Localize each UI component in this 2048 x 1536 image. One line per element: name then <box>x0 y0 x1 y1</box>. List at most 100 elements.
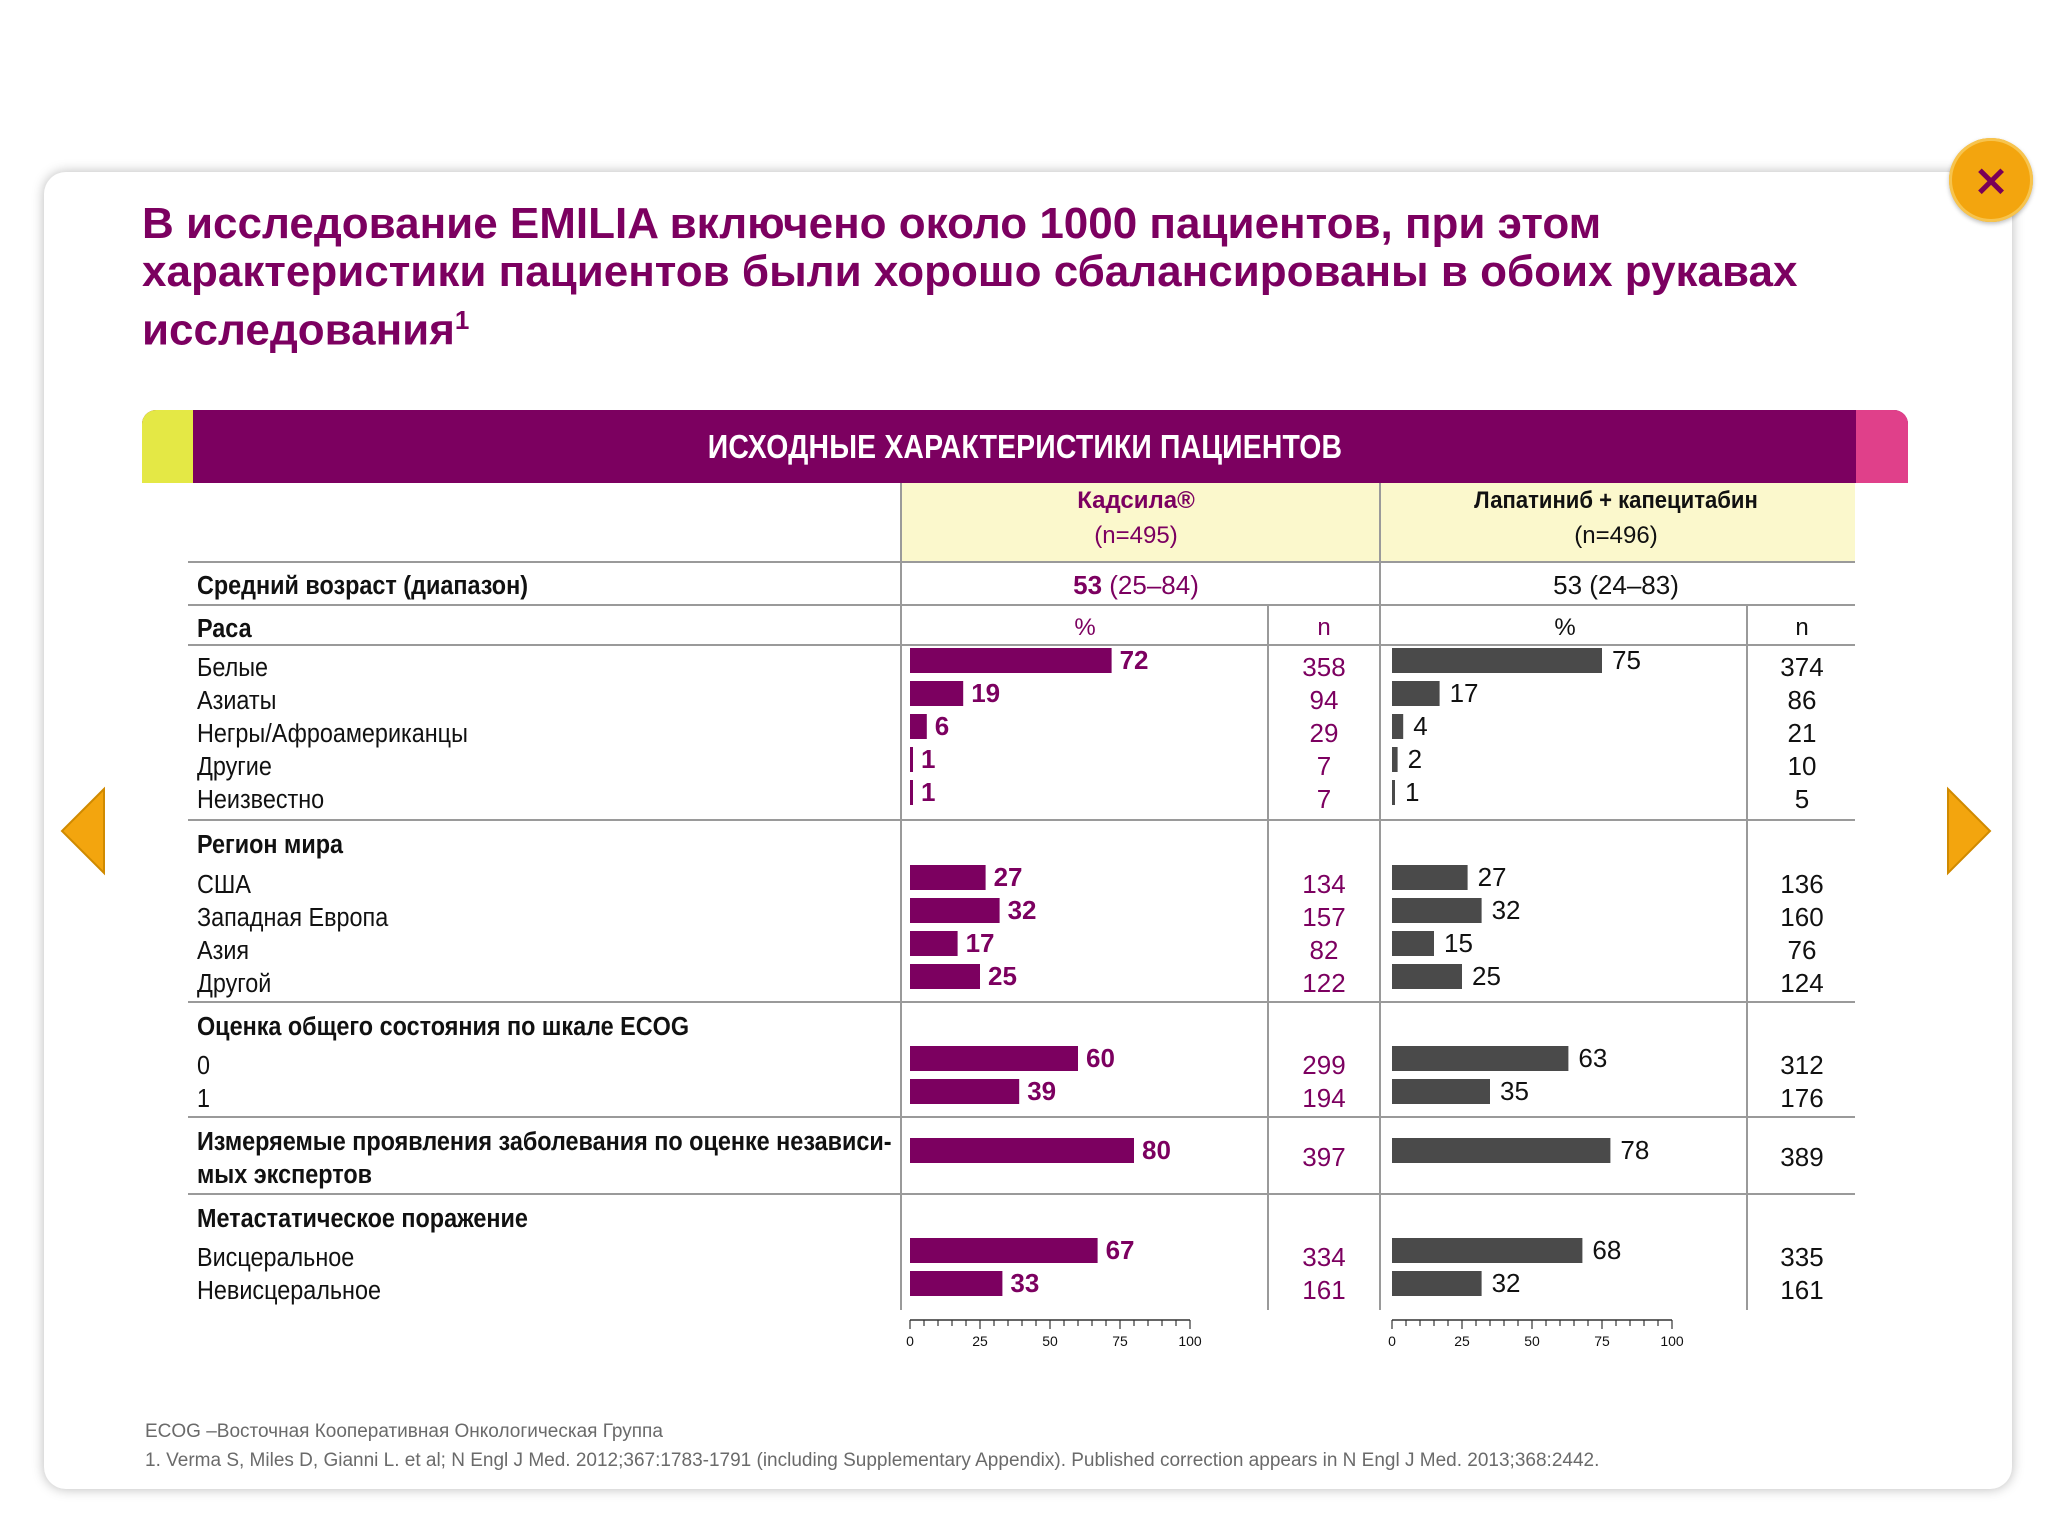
group-title: Регион мира <box>197 831 343 859</box>
lapatinib-bar <box>1392 931 1434 956</box>
kadcyla-bar-value: 1 <box>921 777 935 807</box>
kadcyla-bar <box>910 1138 1134 1163</box>
kadcyla-bar <box>910 747 913 772</box>
lapatinib-bar <box>1392 1138 1611 1163</box>
content-card <box>44 172 2012 1489</box>
row-label: Невисцеральное <box>197 1277 381 1305</box>
lapatinib-bar-value: 27 <box>1478 862 1507 892</box>
kadcyla-bar <box>910 1046 1078 1071</box>
group-title-line2: мых экспертов <box>197 1161 372 1189</box>
kadcyla-n-value: 7 <box>1317 751 1331 781</box>
kadcyla-n-value: 334 <box>1302 1242 1345 1272</box>
lapatinib-header-name: Лапатиниб + капецитабин <box>1474 486 1758 513</box>
kadcyla-bar-value: 27 <box>994 862 1023 892</box>
lapatinib-n-value: 312 <box>1780 1050 1823 1080</box>
lapatinib-bar <box>1392 681 1440 706</box>
lapatinib-bar-value: 63 <box>1578 1043 1607 1073</box>
lapatinib-bar <box>1392 747 1398 772</box>
lapatinib-bar <box>1392 964 1462 989</box>
lapatinib-bar <box>1392 714 1404 739</box>
lapatinib-bar <box>1392 648 1602 673</box>
kadcyla-bar <box>910 964 980 989</box>
close-button[interactable]: × <box>1949 138 2033 222</box>
lapatinib-bar-value: 32 <box>1492 1268 1521 1298</box>
kadcyla-axis-tick-label: 100 <box>1178 1333 1202 1349</box>
row-label: США <box>197 871 251 899</box>
banner-title: ИСХОДНЫЕ ХАРАКТЕРИСТИКИ ПАЦИЕНТОВ <box>707 428 1343 465</box>
kadcyla-bar <box>910 1079 1020 1104</box>
kadcyla-n-value: 29 <box>1310 718 1339 748</box>
lapatinib-n-value: 374 <box>1780 652 1823 682</box>
row-label: Азиаты <box>197 687 276 715</box>
lapatinib-bar <box>1392 1079 1490 1104</box>
age-lapatinib: 53 (24–83) <box>1553 570 1679 600</box>
footnote-reference: 1. Verma S, Miles D, Gianni L. et al; N … <box>145 1450 1600 1471</box>
lapatinib-axis-tick-label: 100 <box>1660 1333 1684 1349</box>
page-title: В исследование EMILIA включено около 100… <box>142 199 1798 355</box>
kadcyla-n-value: 157 <box>1302 902 1345 932</box>
lapatinib-axis-tick-label: 50 <box>1524 1333 1540 1349</box>
row-label: Висцеральное <box>197 1244 354 1272</box>
age-kadcyla: 53 (25–84) <box>1073 570 1199 600</box>
kadcyla-bar <box>910 931 958 956</box>
kadcyla-bar-value: 25 <box>988 961 1017 991</box>
row-label: Другие <box>197 753 272 781</box>
kadcyla-bar-value: 17 <box>966 928 995 958</box>
lapatinib-bar-value: 35 <box>1500 1076 1529 1106</box>
kadcyla-bar-value: 60 <box>1086 1043 1115 1073</box>
lapatinib-n-value: 161 <box>1780 1275 1823 1305</box>
lapatinib-bar-value: 78 <box>1620 1135 1649 1165</box>
prev-arrow-icon[interactable] <box>58 785 108 877</box>
kadcyla-n-value: 397 <box>1302 1142 1345 1172</box>
close-icon: × <box>1972 154 2010 206</box>
row-label: Западная Европа <box>197 904 388 932</box>
lapatinib-bar <box>1392 865 1468 890</box>
group-title: Оценка общего состояния по шкале ECOG <box>197 1013 689 1041</box>
next-arrow-icon[interactable] <box>1944 785 1994 877</box>
lapatinib-n-value: 10 <box>1788 751 1817 781</box>
kadcyla-bar <box>910 865 986 890</box>
lapatinib-bar-value: 25 <box>1472 961 1501 991</box>
banner-accent-yellow <box>142 410 193 483</box>
kadcyla-bar-value: 67 <box>1106 1235 1135 1265</box>
characteristics-chart: Кадсила® (n=495) Лапатиниб + капецитабин (n… <box>188 483 1855 1349</box>
kadcyla-n-label: n <box>1317 614 1330 641</box>
kadcyla-bar-value: 80 <box>1142 1135 1171 1165</box>
kadcyla-bar <box>910 714 927 739</box>
kadcyla-n-value: 122 <box>1302 968 1345 998</box>
kadcyla-bar <box>910 1271 1003 1296</box>
lapatinib-n-value: 76 <box>1788 935 1817 965</box>
lapatinib-n-value: 5 <box>1795 784 1809 814</box>
age-label: Средний возраст (диапазон) <box>197 572 528 600</box>
lapatinib-n-value: 136 <box>1780 869 1823 899</box>
lapatinib-n-label: n <box>1795 614 1808 641</box>
kadcyla-bar-value: 33 <box>1010 1268 1039 1298</box>
kadcyla-bar-value: 32 <box>1008 895 1037 925</box>
lapatinib-n-value: 86 <box>1788 685 1817 715</box>
kadcyla-pct-label: % <box>1074 614 1095 641</box>
lapatinib-axis-tick-label: 75 <box>1594 1333 1610 1349</box>
kadcyla-bar-value: 6 <box>935 711 949 741</box>
lapatinib-bar <box>1392 1046 1569 1071</box>
lapatinib-bar-value: 75 <box>1612 645 1641 675</box>
table-banner: ИСХОДНЫЕ ХАРАКТЕРИСТИКИ ПАЦИЕНТОВ <box>142 410 1908 483</box>
kadcyla-axis-tick-label: 75 <box>1112 1333 1128 1349</box>
kadcyla-header-name: Кадсила® <box>1077 487 1195 514</box>
kadcyla-n-value: 94 <box>1310 685 1339 715</box>
lapatinib-n-value: 335 <box>1780 1242 1823 1272</box>
kadcyla-n-value: 299 <box>1302 1050 1345 1080</box>
group-title-line1: Измеряемые проявления заболевания по оце… <box>197 1128 892 1156</box>
kadcyla-n-value: 82 <box>1310 935 1339 965</box>
group-title: Раса <box>197 615 252 643</box>
kadcyla-axis-tick-label: 50 <box>1042 1333 1058 1349</box>
kadcyla-n-value: 134 <box>1302 869 1345 899</box>
lapatinib-n-value: 389 <box>1780 1142 1823 1172</box>
lapatinib-header-n: (n=496) <box>1574 522 1657 549</box>
lapatinib-bar-value: 17 <box>1450 678 1479 708</box>
kadcyla-header-n: (n=495) <box>1094 522 1177 549</box>
kadcyla-header-bg <box>901 483 1380 562</box>
kadcyla-bar <box>910 780 913 805</box>
lapatinib-pct-label: % <box>1554 614 1575 641</box>
kadcyla-bar-value: 1 <box>921 744 935 774</box>
row-label: Азия <box>197 937 249 965</box>
